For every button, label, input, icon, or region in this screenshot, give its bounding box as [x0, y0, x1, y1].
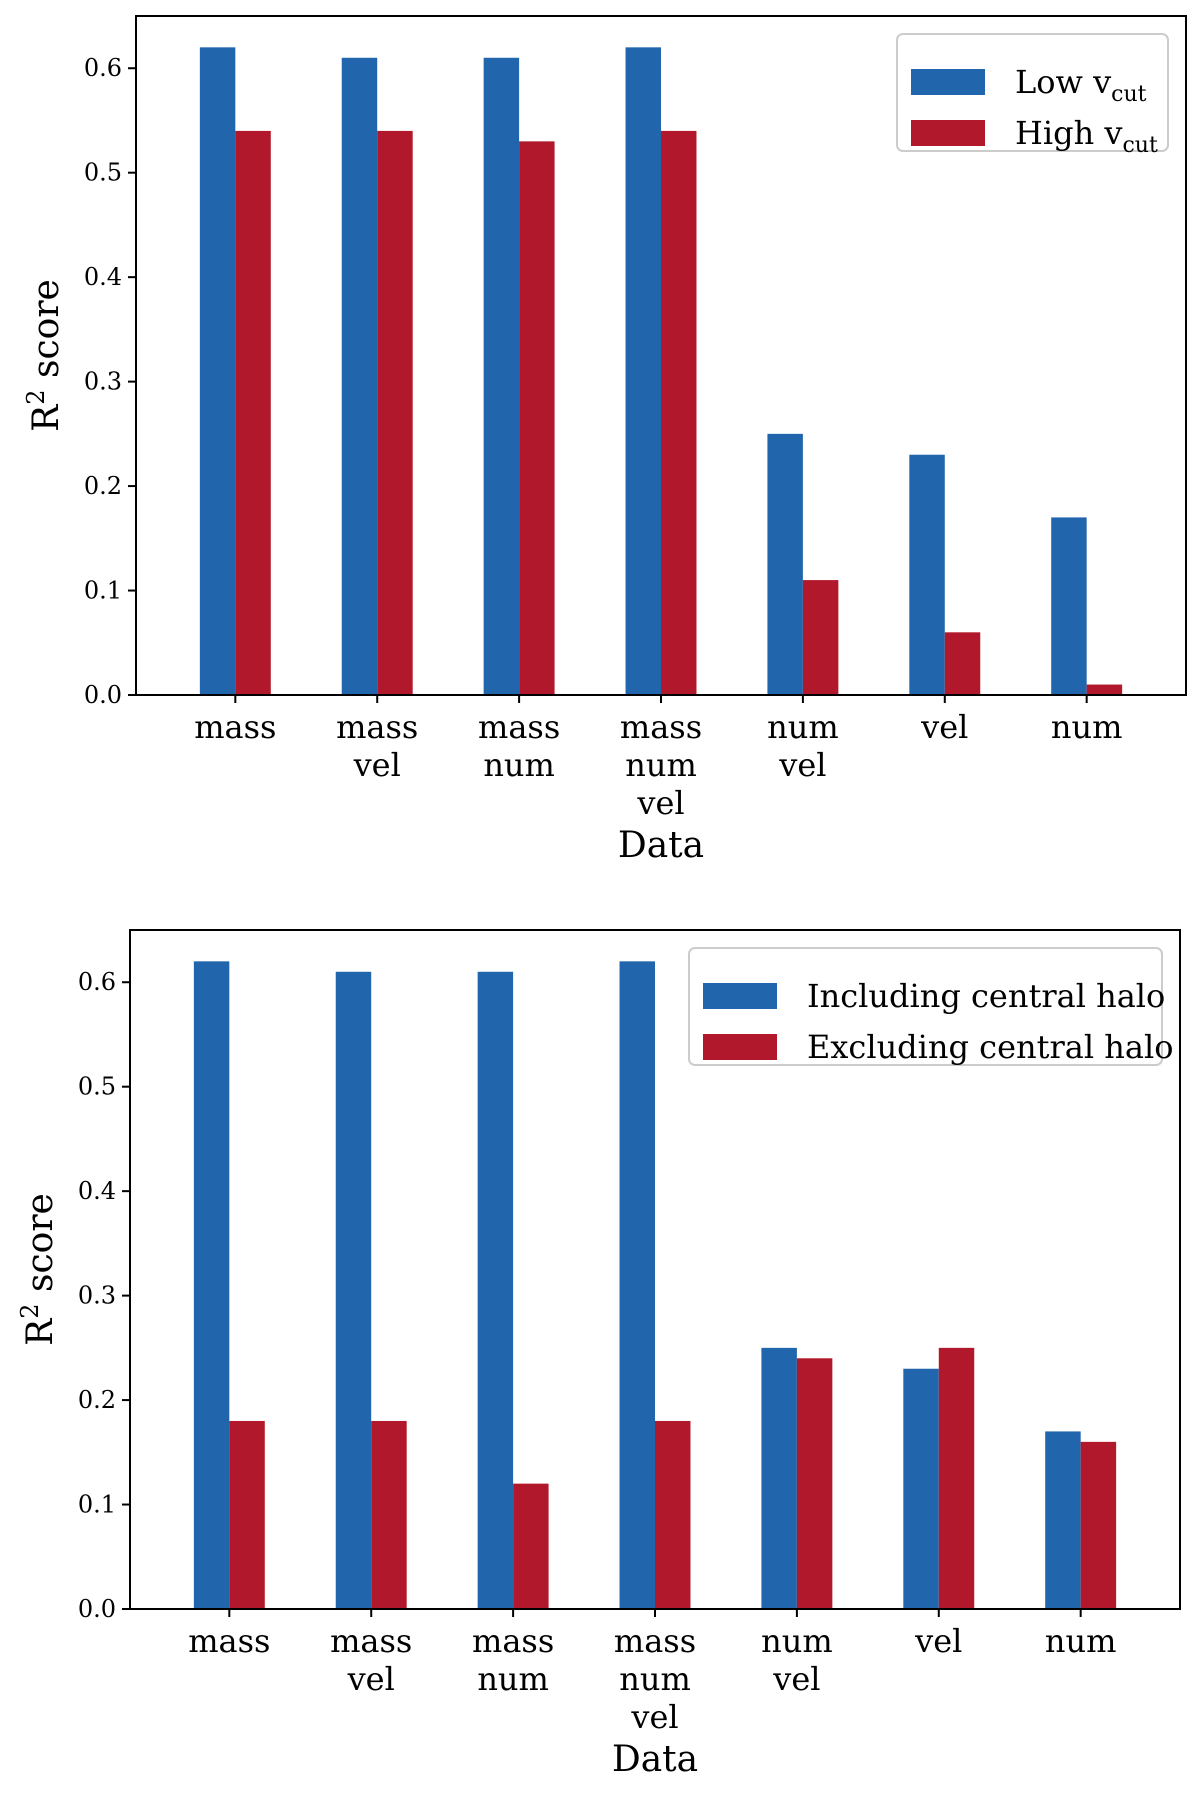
bar-series2: [229, 1420, 265, 1609]
y-tick-label: 0.3: [84, 368, 122, 396]
bar-series1: [767, 433, 803, 695]
bar-series2: [802, 580, 839, 695]
legend-swatch: [911, 120, 985, 146]
legend-swatch: [911, 69, 985, 95]
bar-series1: [761, 1347, 797, 1609]
bar-series2: [796, 1358, 833, 1609]
x-tick-label: num: [1045, 1622, 1117, 1660]
bar-series1: [341, 57, 378, 695]
x-tick-label: mass vel: [330, 1622, 412, 1698]
legend-box: [688, 947, 1163, 1066]
y-tick-label: 0.0: [78, 1595, 116, 1623]
bar-series1: [903, 1368, 939, 1609]
bar-series2: [661, 130, 697, 695]
x-axis-title: Data: [612, 1739, 698, 1780]
x-tick-label: mass num vel: [620, 708, 702, 822]
bar-series1: [193, 961, 230, 1609]
bar-series2: [1086, 684, 1123, 695]
legend-label: Excluding central halo: [807, 1028, 1173, 1066]
y-axis-title: R2 score: [16, 1193, 61, 1346]
legend: Including central halo Excluding central …: [688, 947, 1173, 1066]
bar-series1: [1051, 517, 1087, 695]
y-axis-title: R2 score: [22, 279, 67, 432]
x-tick-label: num vel: [767, 708, 839, 784]
y-tick-label: 0.4: [78, 1177, 116, 1205]
x-tick-label: mass vel: [336, 708, 418, 784]
x-tick-label: mass: [194, 708, 276, 746]
x-tick-label: mass num: [478, 708, 560, 784]
legend-label: High vcut: [1015, 114, 1158, 158]
bar-series1: [909, 454, 945, 695]
bar-series1: [335, 971, 372, 1609]
y-tick-label: 0.1: [84, 577, 122, 605]
bar-series2: [513, 1483, 549, 1609]
legend-label: Low vcut: [1015, 63, 1147, 107]
y-tick-label: 0.6: [84, 54, 122, 82]
y-tick-label: 0.2: [84, 472, 122, 500]
x-tick-label: mass num: [472, 1622, 554, 1698]
chart-2: 0.0 0.1 0.2 0.3 0.4 0.5 0.6 mass mass vel mass num m…: [16, 929, 1181, 1780]
legend-swatch: [703, 983, 777, 1009]
bar-series2: [235, 130, 271, 695]
bar-series1: [199, 47, 236, 695]
y-tick-label: 0.4: [84, 263, 122, 291]
bar-series2: [938, 1347, 975, 1609]
y-tick-label: 0.2: [78, 1386, 116, 1414]
bar-series1: [619, 961, 655, 1609]
bar-series2: [377, 130, 413, 695]
legend-label: Including central halo: [807, 977, 1165, 1015]
x-tick-label: mass: [188, 1622, 270, 1660]
y-tick-label: 0.5: [84, 159, 122, 187]
bar-series2: [655, 1420, 691, 1609]
x-tick-label: num: [1051, 708, 1123, 746]
x-tick-label: vel: [914, 1622, 962, 1660]
y-tick-label: 0.1: [78, 1491, 116, 1519]
bar-series2: [371, 1420, 407, 1609]
bar-series2: [519, 141, 555, 696]
legend: Low vcut High vcut: [896, 33, 1169, 158]
y-tick-label: 0.5: [78, 1073, 116, 1101]
bar-series1: [625, 47, 661, 695]
bar-series2: [1080, 1441, 1117, 1609]
y-tick-label: 0.0: [84, 681, 122, 709]
y-tick-label: 0.3: [78, 1282, 116, 1310]
chart-1: 0.0 0.1 0.2 0.3 0.4 0.5 0.6 mass mass vel mass num m…: [22, 15, 1187, 866]
legend-swatch: [703, 1034, 777, 1060]
x-axis-title: Data: [618, 825, 704, 866]
bar-series1: [477, 971, 514, 1609]
bar-series2: [944, 632, 981, 695]
x-tick-label: vel: [920, 708, 968, 746]
y-tick-label: 0.6: [78, 968, 116, 996]
bar-series1: [1045, 1431, 1081, 1609]
bar-series1: [483, 57, 520, 695]
x-tick-label: num vel: [761, 1622, 833, 1698]
x-tick-label: mass num vel: [614, 1622, 696, 1736]
